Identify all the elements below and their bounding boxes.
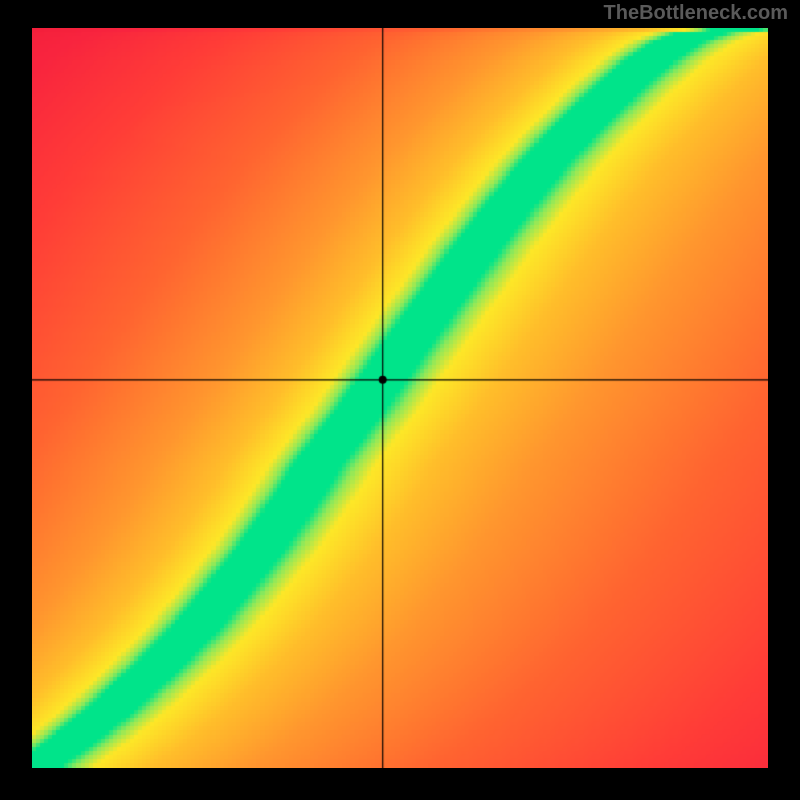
- chart-container: TheBottleneck.com: [0, 0, 800, 800]
- plot-area: [32, 28, 768, 768]
- watermark-text: TheBottleneck.com: [604, 2, 788, 25]
- heatmap-canvas: [32, 28, 768, 768]
